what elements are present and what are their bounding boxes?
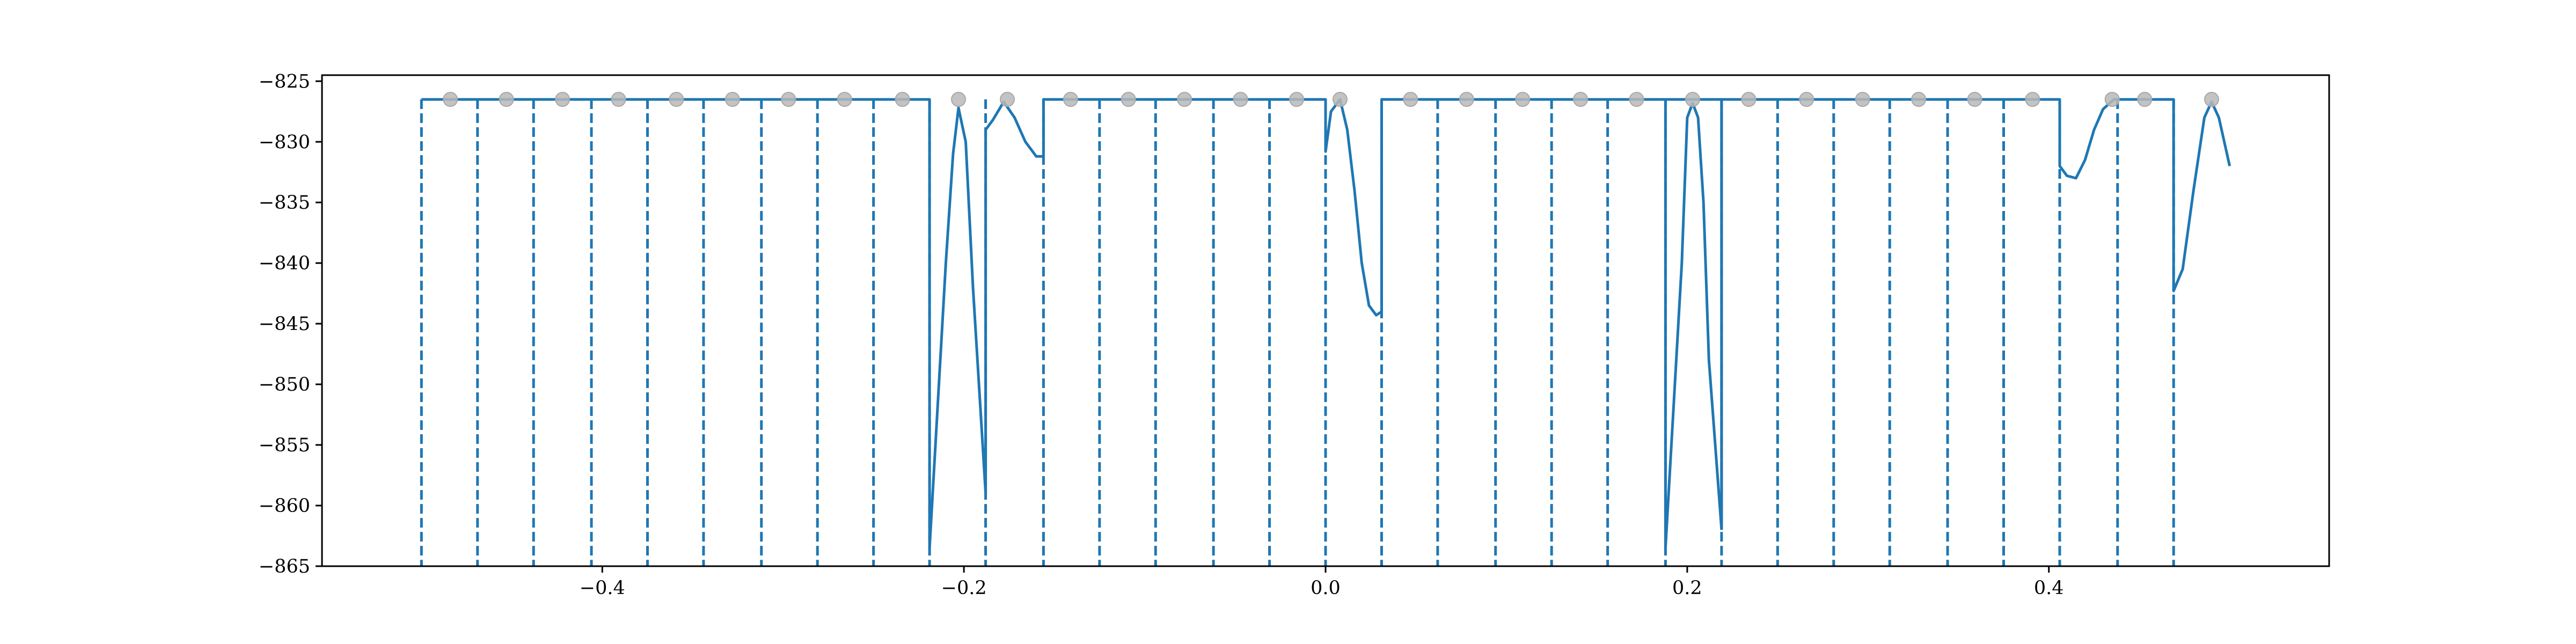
marker-point-27 [1967,92,1982,107]
marker-point-17 [1403,92,1418,107]
marker-point-26 [1911,92,1927,107]
marker-point-19 [1515,92,1531,107]
x-tick-label-0: −0.4 [580,577,625,599]
x-tick-label-3: 0.2 [1672,577,1702,599]
marker-point-13 [1177,92,1192,107]
marker-point-3 [611,92,626,107]
marker-point-9 [951,92,967,107]
marker-point-15 [1289,92,1305,107]
marker-point-2 [555,92,570,107]
marker-point-22 [1685,92,1700,107]
marker-point-12 [1121,92,1136,107]
marker-point-14 [1233,92,1248,107]
marker-point-4 [669,92,684,107]
marker-point-10 [999,92,1015,107]
y-tick-label-4: −845 [259,313,310,335]
y-tick-label-0: −825 [259,71,310,92]
y-tick-label-6: −855 [259,435,310,456]
marker-point-5 [724,92,740,107]
marker-point-30 [2137,92,2153,107]
x-axis: −0.4 −0.2 0.0 0.2 0.4 [580,566,2064,599]
series-line-2 [1720,98,2231,530]
y-tick-label-1: −830 [259,131,310,153]
scatter-markers [443,92,2219,107]
marker-point-0 [443,92,458,107]
y-tick-label-3: −840 [259,253,310,274]
marker-point-7 [837,92,852,107]
series-line-1 [1664,99,1723,550]
y-tick-label-5: −850 [259,374,310,396]
marker-point-29 [2104,92,2120,107]
x-tick-label-1: −0.2 [941,577,987,599]
marker-point-11 [1063,92,1078,107]
y-tick-label-8: −865 [259,556,310,577]
segment-boundaries [420,99,2175,566]
marker-point-1 [499,92,514,107]
marker-point-25 [1855,92,1870,107]
marker-point-28 [2025,92,2040,107]
marker-point-20 [1573,92,1589,107]
marker-point-23 [1741,92,1757,107]
series-line-0 [421,98,1723,550]
marker-point-6 [781,92,796,107]
marker-point-24 [1799,92,1814,107]
marker-point-16 [1332,92,1348,107]
marker-point-8 [895,92,910,107]
y-tick-label-7: −860 [259,495,310,517]
marker-point-31 [2204,92,2219,107]
marker-point-21 [1629,92,1644,107]
x-tick-label-4: 0.4 [2034,577,2064,599]
y-axis: −825 −830 −835 −840 −845 −850 −855 −860 −865 [259,71,322,577]
marker-point-18 [1459,92,1474,107]
x-tick-label-2: 0.0 [1311,577,1341,599]
y-tick-label-2: −835 [259,192,310,214]
